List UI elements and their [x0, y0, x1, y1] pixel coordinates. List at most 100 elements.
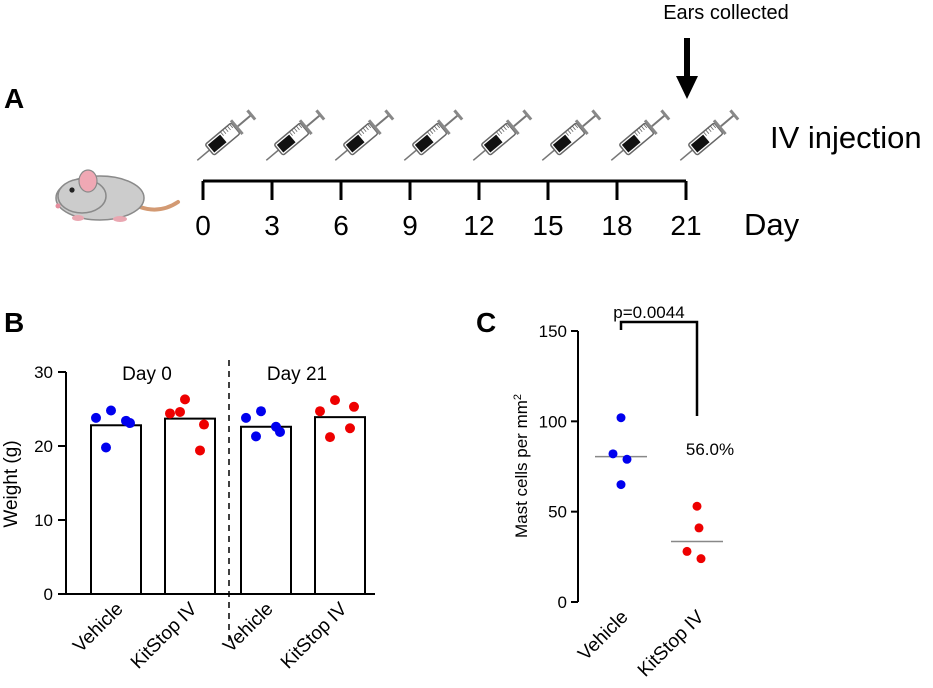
- timeline-day-label: 21: [670, 210, 701, 241]
- syringe-graduation: [295, 125, 300, 131]
- mast-point: [694, 523, 704, 533]
- weight-x-label: Vehicle: [219, 599, 277, 657]
- timeline-day-label: 9: [402, 210, 418, 241]
- weight-point: [199, 419, 209, 430]
- mast-point: [616, 413, 626, 423]
- day-label: Day: [744, 207, 800, 242]
- syringe-graduation: [709, 125, 714, 131]
- mast-points: [608, 413, 706, 564]
- mast-y-axis-title: Mast cells per mm2: [512, 394, 531, 538]
- mast-y-tick-label: 100: [539, 412, 567, 431]
- mast-x-labels: Vehicle KitStop IV: [574, 606, 708, 681]
- syringe-liquid: [345, 134, 365, 153]
- syringe-needle: [472, 149, 487, 161]
- weight-point: [91, 412, 101, 423]
- syringe-graduation: [364, 125, 369, 131]
- syringe-graduation: [431, 127, 436, 133]
- weight-point: [345, 423, 355, 434]
- weight-x-label: KitStop IV: [127, 598, 202, 673]
- timeline-day-label: 3: [264, 210, 280, 241]
- day21-group-label: Day 21: [267, 364, 327, 385]
- injection-label: IV injection: [770, 120, 922, 155]
- syringe-liquid: [690, 134, 710, 153]
- syringe-plunger: [651, 114, 666, 127]
- syringe-graduation: [229, 123, 234, 129]
- syringe-needle: [610, 149, 625, 161]
- syringe-flange: [505, 119, 520, 136]
- syringe-needle: [196, 149, 211, 161]
- syringe-graduation: [433, 125, 438, 131]
- weight-x-label: Vehicle: [69, 599, 127, 657]
- syringe-graduation: [360, 129, 365, 134]
- mast-y-ticks: 0 50 100 150: [539, 322, 578, 612]
- syringe-needle: [334, 149, 349, 161]
- mast-point: [622, 454, 632, 464]
- weight-point: [315, 406, 325, 417]
- syringe-flange: [229, 119, 244, 136]
- syringe-graduation: [429, 129, 434, 134]
- syringe-icon: [610, 109, 671, 161]
- syringe-graduation: [298, 123, 303, 129]
- syringe-liquid: [276, 134, 296, 153]
- syringe-icon: [472, 109, 533, 161]
- weight-bars: [90, 416, 366, 596]
- syringe-icon: [196, 109, 257, 161]
- syringe-icon: [403, 109, 464, 161]
- mast-point: [692, 501, 702, 511]
- percent-reduction-label: 56.0%: [686, 440, 734, 459]
- weight-point: [275, 426, 285, 437]
- weight-point: [106, 405, 116, 416]
- syringe-graduation: [636, 129, 641, 134]
- mast-point: [696, 554, 706, 564]
- syringe-needle: [403, 149, 418, 161]
- weight-x-labels: Vehicle KitStop IV Vehicle KitStop IV: [69, 598, 351, 673]
- weight-x-label: KitStop IV: [277, 598, 352, 673]
- syringe-graduation: [293, 127, 298, 133]
- weight-point: [165, 408, 175, 419]
- mouse-icon: [55, 169, 180, 222]
- syringe-graduation: [569, 127, 574, 133]
- mast-y-tick-label: 50: [548, 503, 567, 522]
- syringe-graduation: [222, 129, 227, 134]
- panel-c-label: C: [476, 307, 496, 338]
- syringe-graduation: [358, 131, 362, 136]
- syringe-graduation: [498, 129, 503, 134]
- weight-y-ticks: 0 10 20 30: [34, 363, 66, 604]
- syringe-flange: [298, 119, 313, 136]
- syringe-plunger-head: [246, 109, 257, 121]
- syringe-plunger-head: [522, 109, 533, 121]
- weight-bar: [314, 416, 366, 596]
- weight-point: [125, 418, 135, 429]
- syringe-graduation: [436, 123, 441, 129]
- syringe-plunger: [306, 114, 321, 127]
- weight-y-tick-label: 30: [34, 363, 53, 382]
- syringe-icon: [265, 109, 326, 161]
- syringe-graduation: [571, 125, 576, 131]
- mast-y-axis-title-sup: 2: [512, 394, 524, 400]
- weight-bar: [240, 425, 292, 596]
- weight-point: [241, 412, 251, 423]
- syringe-graduation: [634, 131, 638, 136]
- weight-y-tick-label: 20: [34, 437, 53, 456]
- syringe-graduation: [496, 131, 500, 136]
- syringe-plunger: [720, 114, 735, 127]
- panel-a-label: A: [4, 83, 24, 114]
- panel-b-label: B: [4, 307, 24, 338]
- mast-x-label: Vehicle: [574, 607, 632, 665]
- syringe-graduation: [707, 127, 712, 133]
- syringe-plunger-head: [729, 109, 740, 121]
- mast-x-label: KitStop IV: [634, 606, 709, 681]
- weight-point: [101, 442, 111, 453]
- syringe-graduation: [712, 123, 717, 129]
- syringe-flange: [367, 119, 382, 136]
- syringe-graduation: [574, 123, 579, 129]
- syringe-graduation: [643, 123, 648, 129]
- syringe-graduation: [220, 131, 224, 136]
- mast-y-axis-title-main: Mast cells per mm: [512, 400, 531, 538]
- syringe-graduation: [705, 129, 710, 134]
- timeline-day-label: 0: [195, 210, 211, 241]
- syringe-graduation: [638, 127, 643, 133]
- syringe-graduation: [565, 131, 569, 136]
